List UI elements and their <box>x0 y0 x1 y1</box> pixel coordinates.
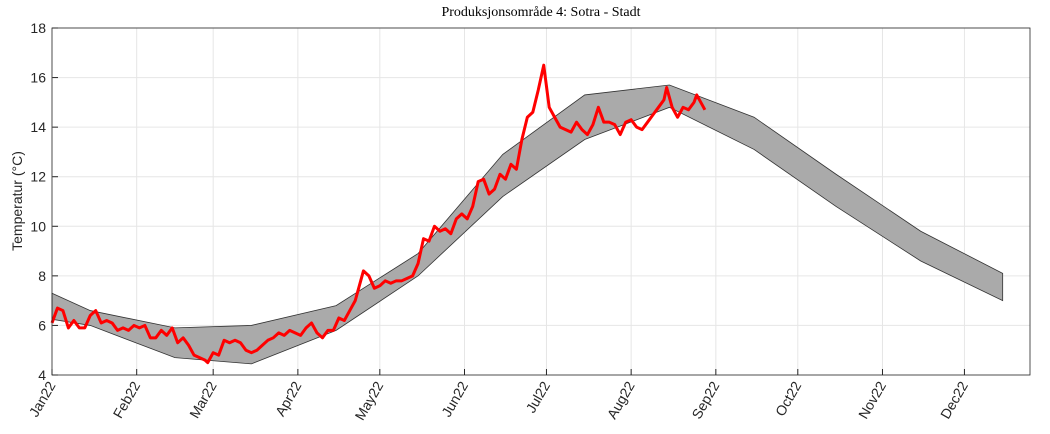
x-tick-label: Aug22 <box>604 378 638 421</box>
y-tick-label: 6 <box>38 317 46 333</box>
y-tick-label: 10 <box>30 218 46 234</box>
chart-title: Produksjonsområde 4: Sotra - Stadt <box>441 5 640 20</box>
y-tick-label: 4 <box>38 367 46 383</box>
y-tick-label: 18 <box>30 20 46 36</box>
y-axis-label: Temperatur (°C) <box>9 151 25 251</box>
x-tick-label: Sep22 <box>688 378 722 421</box>
x-tick-label: Nov22 <box>855 378 889 421</box>
y-tick-label: 8 <box>38 268 46 284</box>
y-tick-label: 16 <box>30 70 46 86</box>
x-tick-label: Apr22 <box>272 378 305 419</box>
y-tick-label: 14 <box>30 119 46 135</box>
axes-frame <box>51 27 1031 376</box>
x-tick-label: Feb22 <box>110 378 144 421</box>
temperature-line <box>50 63 707 365</box>
x-tick-label: Dec22 <box>937 378 971 421</box>
x-tick-label: Jul22 <box>522 378 553 415</box>
x-tick-label: Jun22 <box>438 378 471 419</box>
y-tick-label: 12 <box>30 169 46 185</box>
x-tick-label: Mar22 <box>186 378 220 421</box>
x-tick-label: May22 <box>352 378 387 423</box>
band <box>51 84 1004 365</box>
x-tick-label: Oct22 <box>772 378 805 419</box>
x-tick-label: Jan22 <box>26 378 59 419</box>
